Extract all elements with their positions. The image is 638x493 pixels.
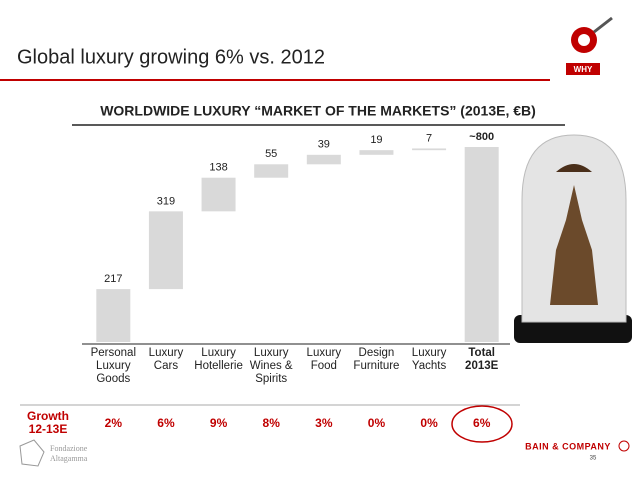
value-label: 39 bbox=[318, 139, 330, 151]
value-label: 19 bbox=[370, 134, 382, 146]
value-label: 319 bbox=[157, 195, 175, 207]
bar bbox=[148, 211, 183, 290]
bar bbox=[201, 177, 236, 212]
logo-text: WHY bbox=[574, 65, 593, 74]
logo-box bbox=[566, 63, 600, 75]
company-logo: BAIN & COMPANY bbox=[525, 441, 611, 451]
category-label: Design Furniture bbox=[353, 347, 400, 372]
growth-value: 2% bbox=[105, 416, 123, 430]
value-label: 138 bbox=[209, 162, 227, 174]
why-logo: WHY bbox=[566, 16, 613, 75]
slide-title: Global luxury growing 6% vs. 2012 bbox=[17, 46, 325, 68]
category-label: Luxury Wines & Spirits bbox=[249, 347, 293, 385]
bar bbox=[359, 150, 394, 155]
bar bbox=[254, 164, 289, 178]
logo-handle bbox=[593, 16, 613, 34]
chart-title: WORLDWIDE LUXURY “MARKET OF THE MARKETS”… bbox=[100, 103, 536, 119]
page-number: 35 bbox=[590, 456, 597, 462]
growth-value: 0% bbox=[420, 416, 438, 430]
globe-figure bbox=[550, 185, 598, 305]
value-label: 217 bbox=[104, 273, 122, 285]
company-mark bbox=[618, 440, 630, 452]
growth-value: 6% bbox=[157, 416, 175, 430]
globe-umbrella bbox=[556, 164, 592, 172]
growth-value: 0% bbox=[368, 416, 386, 430]
partner-mark bbox=[19, 439, 45, 467]
growth-value: 8% bbox=[263, 416, 281, 430]
bar bbox=[464, 147, 499, 342]
logo-inner bbox=[578, 34, 590, 46]
bar bbox=[96, 289, 131, 342]
category-label: Personal Luxury Goods bbox=[90, 347, 136, 385]
growth-label: 12-13E bbox=[29, 422, 68, 436]
growth-value: 3% bbox=[315, 416, 333, 430]
partner-text: Fondazione bbox=[50, 444, 88, 453]
category-label: Luxury Yachts bbox=[411, 347, 447, 372]
value-label: 55 bbox=[265, 148, 277, 160]
bar bbox=[306, 154, 341, 165]
growth-value: 6% bbox=[473, 416, 491, 430]
snow-globe bbox=[514, 134, 632, 343]
category-label: Luxury Cars bbox=[148, 347, 184, 372]
category-label: Luxury Food bbox=[306, 347, 342, 372]
partner-logo: Fondazione Altagamma bbox=[19, 439, 88, 467]
growth-value: 9% bbox=[210, 416, 228, 430]
bar bbox=[412, 148, 447, 151]
growth-label: Growth bbox=[27, 409, 69, 423]
category-label: Total 2013E bbox=[465, 347, 499, 372]
category-label: Luxury Hotellerie bbox=[194, 347, 243, 372]
highlight-circle bbox=[451, 405, 513, 443]
partner-text: Altagamma bbox=[50, 454, 88, 463]
value-label: 7 bbox=[426, 132, 432, 144]
value-label: ~800 bbox=[469, 131, 494, 143]
